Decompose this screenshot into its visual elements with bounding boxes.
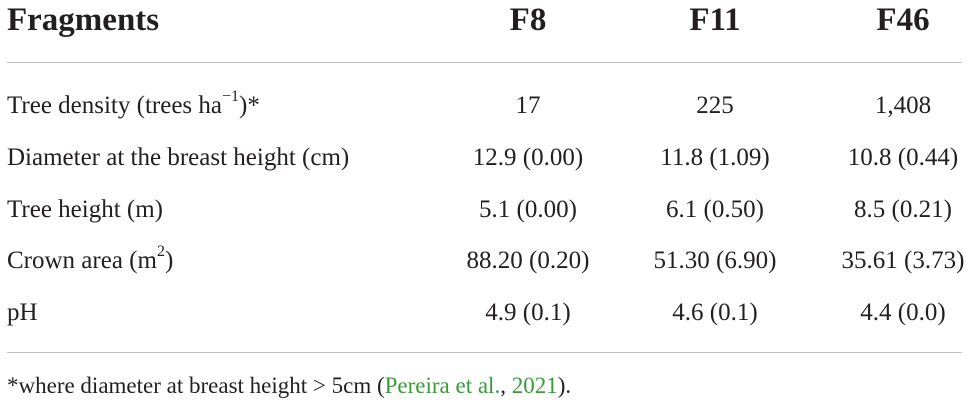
table-cell: 6.1 (0.50) <box>666 196 764 223</box>
table-cell: 51.30 (6.90) <box>653 247 777 274</box>
citation-link-year[interactable]: 2021 <box>511 373 558 398</box>
table-header-row: Fragments F8 F11 F46 <box>0 0 975 45</box>
table-row: pH 4.9 (0.1) 4.6 (0.1) 4.4 (0.0) <box>0 293 975 333</box>
row-label: Tree density (trees ha−1)* <box>7 87 260 119</box>
table-cell: 88.20 (0.20) <box>466 247 590 274</box>
table-cell: 4.9 (0.1) <box>485 299 571 326</box>
row-label: Crown area (m2) <box>7 242 174 274</box>
table-cell: 11.8 (1.09) <box>660 144 770 171</box>
table-cell: 8.5 (0.21) <box>854 196 952 223</box>
table-row: Tree density (trees ha−1)* 17 225 1,408 <box>0 86 975 126</box>
table-row: Diameter at the breast height (cm) 12.9 … <box>0 138 975 178</box>
table-cell: 225 <box>696 92 734 119</box>
table-cell: 17 <box>515 92 541 119</box>
table-footnote: *where diameter at breast height > 5cm (… <box>7 373 572 398</box>
header-f11: F11 <box>689 2 741 38</box>
table-row: Crown area (m2) 88.20 (0.20) 51.30 (6.90… <box>0 241 975 281</box>
table-cell: 12.9 (0.00) <box>472 144 584 171</box>
header-f8: F8 <box>509 2 547 38</box>
table-cell: 5.1 (0.00) <box>479 196 577 223</box>
row-label: Diameter at the breast height (cm) <box>7 144 350 171</box>
table-cell: 35.61 (3.73) <box>841 247 965 274</box>
table-cell: 4.4 (0.0) <box>860 299 946 326</box>
header-divider <box>7 62 962 63</box>
table-cell: 10.8 (0.44) <box>847 144 959 171</box>
table-cell: 4.6 (0.1) <box>672 299 758 326</box>
row-label: Tree height (m) <box>7 196 163 223</box>
header-f46: F46 <box>876 2 930 38</box>
header-fragments: Fragments <box>7 2 160 38</box>
table-row: Tree height (m) 5.1 (0.00) 6.1 (0.50) 8.… <box>0 190 975 230</box>
table-cell: 1,408 <box>874 92 932 119</box>
citation-link-author[interactable]: Pereira et al. <box>384 373 501 398</box>
footer-divider <box>7 352 962 353</box>
row-label: pH <box>7 299 38 326</box>
